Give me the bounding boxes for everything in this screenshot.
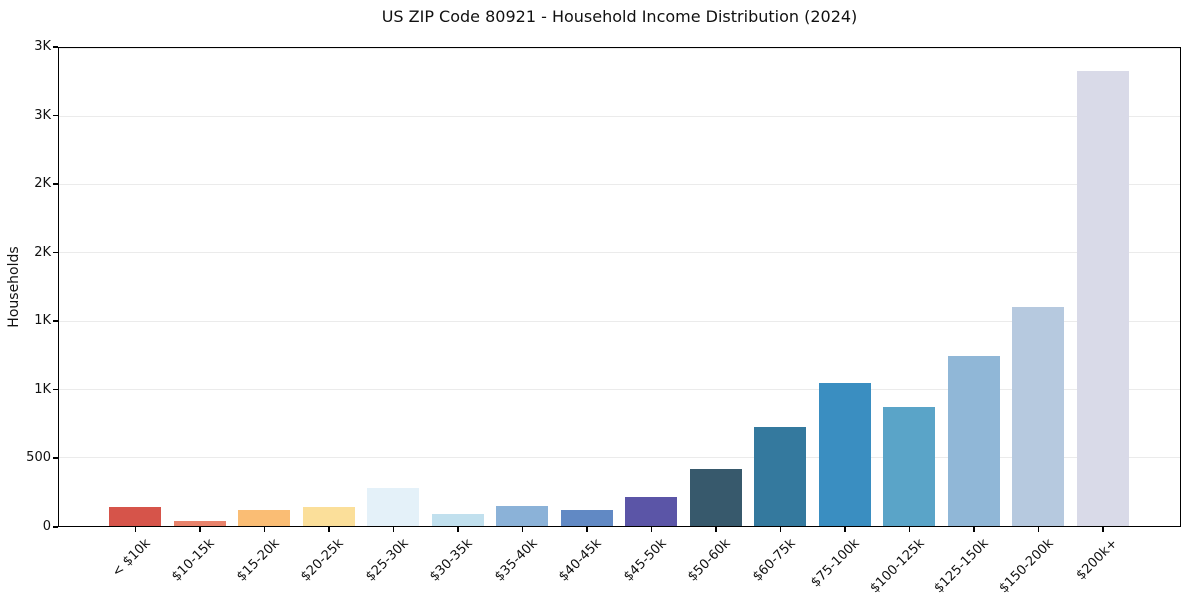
- y-tick-mark: [53, 388, 58, 391]
- bar-$150-200k: [1012, 306, 1064, 526]
- x-tick-label: < $10k: [109, 536, 154, 581]
- x-tick-label: $40-45k: [556, 536, 605, 585]
- x-tick-label: $10-15k: [169, 536, 218, 585]
- bar-$30-35k: [431, 514, 484, 526]
- bar-$100-125k: [883, 407, 935, 526]
- bar-$20-25k: [302, 506, 355, 526]
- plot-area: [58, 47, 1181, 527]
- y-tick-mark: [53, 46, 58, 48]
- x-tick-label: $50-60k: [685, 536, 734, 585]
- x-tick-label: $200k+: [1073, 536, 1121, 584]
- bar-$125-150k: [947, 356, 1000, 526]
- gridline: [59, 116, 1180, 118]
- y-tick-label: 500: [26, 450, 51, 466]
- gridline: [59, 388, 1180, 390]
- y-tick-mark: [53, 320, 58, 322]
- x-tick-mark: [586, 527, 588, 532]
- x-tick-mark: [715, 527, 717, 532]
- x-tick-mark: [263, 527, 266, 532]
- x-tick-mark: [457, 527, 459, 532]
- y-tick-label: 1K: [34, 313, 51, 329]
- x-tick-mark: [650, 527, 653, 532]
- bar-$60-75k: [754, 426, 806, 526]
- gridline: [59, 252, 1180, 254]
- bar-$45-50k: [625, 497, 677, 526]
- x-tick-mark: [328, 527, 330, 532]
- bar-$25-30k: [367, 487, 419, 526]
- y-tick-label: 1K: [34, 381, 51, 397]
- y-tick-label: 0: [42, 519, 51, 534]
- bar-< $10k: [109, 506, 161, 526]
- x-tick-label: $20-25k: [298, 536, 347, 585]
- gridline: [59, 48, 1180, 49]
- bar-$40-45k: [560, 509, 613, 526]
- bar-$200k+: [1076, 70, 1129, 526]
- x-tick-mark: [134, 527, 137, 532]
- gridline: [59, 456, 1180, 458]
- x-tick-mark: [908, 527, 911, 532]
- y-tick-mark: [53, 457, 58, 459]
- gridline: [59, 320, 1180, 322]
- x-tick-label: $75-100k: [808, 536, 863, 591]
- x-tick-mark: [973, 527, 975, 532]
- y-tick-label: 3K: [34, 107, 51, 123]
- y-tick-mark: [53, 251, 58, 254]
- x-tick-label: $15-20k: [233, 536, 283, 585]
- x-tick-label: $150-200k: [995, 536, 1057, 596]
- x-tick-label: $100-125k: [866, 536, 928, 596]
- x-tick-mark: [844, 527, 846, 532]
- x-tick-label: $45-50k: [620, 536, 670, 585]
- x-tick-mark: [392, 527, 395, 532]
- x-tick-label: $25-30k: [362, 536, 412, 585]
- x-tick-label: $35-40k: [491, 536, 541, 585]
- y-tick-label: 2K: [34, 176, 51, 192]
- bar-$10-15k: [173, 520, 226, 526]
- x-tick-label: $125-150k: [931, 536, 992, 596]
- x-tick-mark: [779, 527, 782, 532]
- x-tick-mark: [1102, 527, 1104, 532]
- chart-title: US ZIP Code 80921 - Household Income Dis…: [381, 7, 858, 26]
- y-tick-mark: [53, 526, 58, 528]
- bar-$15-20k: [238, 509, 290, 526]
- y-tick-mark: [53, 183, 58, 185]
- bar-$35-40k: [496, 506, 548, 526]
- x-tick-mark: [521, 527, 524, 532]
- gridline: [59, 184, 1180, 186]
- y-tick-label: 3K: [34, 39, 51, 54]
- bar-$75-100k: [818, 382, 871, 526]
- x-tick-label: $60-75k: [749, 536, 799, 585]
- y-tick-mark: [53, 114, 58, 117]
- y-tick-label: 2K: [34, 244, 51, 260]
- x-tick-mark: [1037, 527, 1040, 532]
- x-tick-mark: [199, 527, 201, 532]
- x-tick-label: $30-35k: [427, 536, 476, 585]
- bar-$50-60k: [689, 468, 742, 526]
